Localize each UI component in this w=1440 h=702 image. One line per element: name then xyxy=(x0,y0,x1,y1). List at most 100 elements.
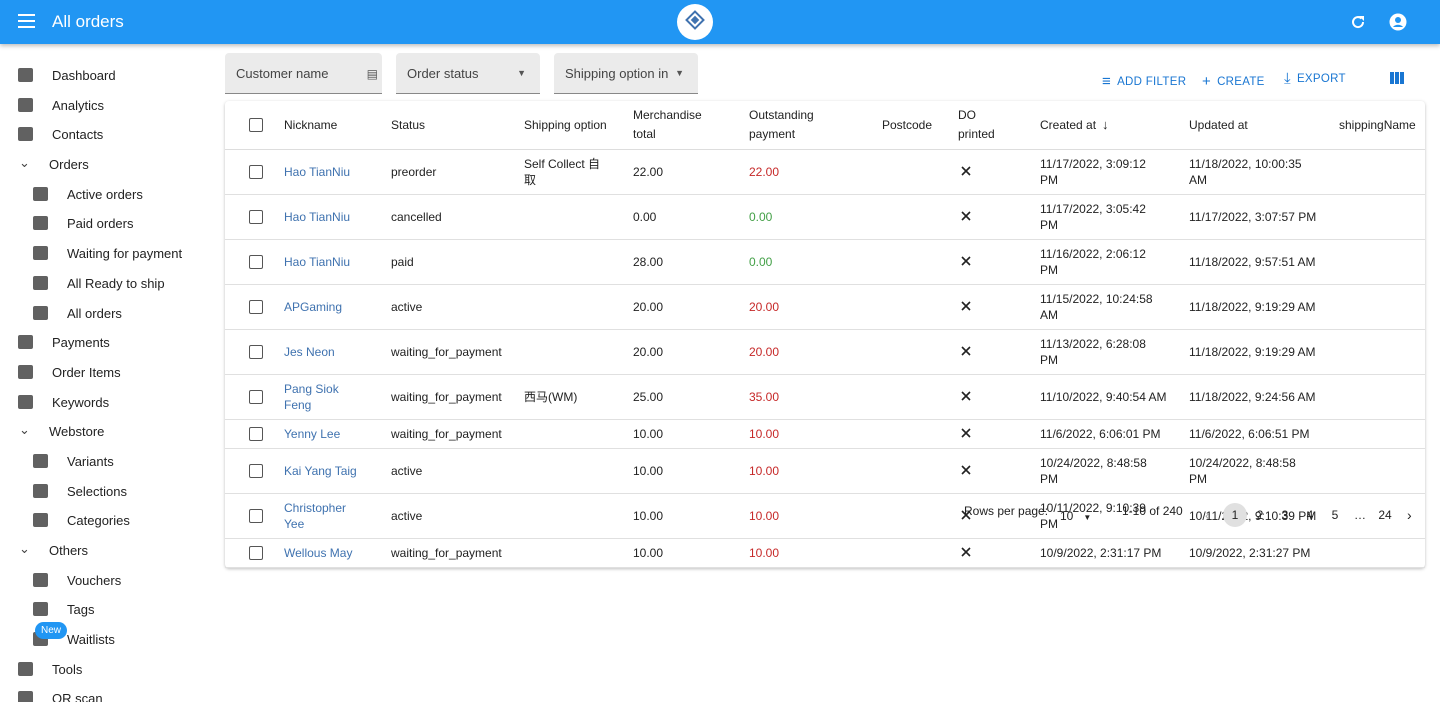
action-button[interactable]: + CREATE xyxy=(1202,73,1265,90)
cell: 11/18/2022, 9:57:51 AM xyxy=(1179,239,1329,285)
filter-input[interactable]: Customer name ▤ xyxy=(225,53,382,94)
nav-item[interactable]: Contacts xyxy=(0,119,215,149)
column-header[interactable]: Outstanding payment xyxy=(739,101,872,150)
rows-per-page-select[interactable]: 10 ▼ xyxy=(1060,509,1091,523)
columns-button[interactable] xyxy=(1390,72,1404,84)
filter-input[interactable]: Order status ▼ xyxy=(396,53,540,94)
updated-text: 10/24/2022, 8:48:58 PM xyxy=(1189,456,1296,486)
page-button[interactable]: 24 xyxy=(1378,508,1392,522)
table-row[interactable]: Kai Yang Taig active 10.00 10.00 10/24/2022,… xyxy=(225,448,1425,494)
new-badge: New xyxy=(35,622,68,639)
page-button[interactable]: 5 xyxy=(1331,508,1339,522)
nav-item[interactable]: QR scan xyxy=(0,683,215,702)
cell: 10/9/2022, 2:31:17 PM xyxy=(1030,538,1179,568)
nav-item[interactable]: Dashboard xyxy=(0,60,215,90)
created-text: 11/15/2022, 10:24:58 AM xyxy=(1040,292,1153,322)
nickname-text[interactable]: Yenny Lee xyxy=(284,427,341,441)
nav-item[interactable]: Vouchers xyxy=(0,565,215,595)
checkbox[interactable] xyxy=(249,427,263,441)
page-button[interactable]: 2 xyxy=(1256,508,1264,522)
column-header[interactable]: Updated at xyxy=(1179,101,1329,150)
refresh-button[interactable] xyxy=(1350,14,1366,30)
nickname-text[interactable]: Hao TianNiu xyxy=(284,165,351,179)
checkbox[interactable] xyxy=(249,165,263,179)
column-header[interactable]: Nickname xyxy=(274,101,381,150)
nav-item[interactable]: Waiting for payment xyxy=(0,238,215,268)
nav-label: All Ready to ship xyxy=(67,275,165,291)
nav-item[interactable]: ⌄ Webstore xyxy=(0,416,215,446)
nickname-text[interactable]: Hao TianNiu xyxy=(284,210,351,224)
checkbox[interactable] xyxy=(249,390,263,404)
nav-item[interactable]: Variants xyxy=(0,446,215,476)
checkbox[interactable] xyxy=(249,210,263,224)
nav-item[interactable]: Payments xyxy=(0,327,215,357)
cell xyxy=(872,448,948,494)
checkbox[interactable] xyxy=(249,546,263,560)
table-row[interactable]: APGaming active 20.00 20.00 11/15/2022, 10:2… xyxy=(225,284,1425,330)
nav-item[interactable]: Tags xyxy=(0,594,215,624)
filter-input[interactable]: Shipping option in ▼ xyxy=(554,53,698,94)
table-row[interactable]: Yenny Lee waiting_for_payment 10.00 10.00 11… xyxy=(225,419,1425,449)
checkbox[interactable] xyxy=(249,300,263,314)
checkbox[interactable] xyxy=(249,345,263,359)
checkbox[interactable] xyxy=(249,509,263,523)
page-button[interactable]: 4 xyxy=(1306,508,1314,522)
nickname-text[interactable]: Hao TianNiu xyxy=(284,255,351,269)
nav-item[interactable]: All orders xyxy=(0,298,215,328)
checkbox[interactable] xyxy=(249,255,263,269)
nickname-text[interactable]: APGaming xyxy=(284,300,343,314)
nickname-text[interactable]: Kai Yang Taig xyxy=(284,464,357,478)
nav-item[interactable]: Categories xyxy=(0,505,215,535)
merchandise-text: 20.00 xyxy=(633,300,664,314)
cell: Wellous May xyxy=(274,538,381,568)
column-header[interactable]: Postcode xyxy=(872,101,948,150)
column-header[interactable]: Created at ↓ xyxy=(1030,101,1179,150)
column-header[interactable]: Status xyxy=(381,101,514,150)
nickname-text[interactable]: Pang Siok Feng xyxy=(284,382,339,412)
cell: waiting_for_payment xyxy=(381,374,514,420)
nav-item[interactable]: ⌄ Orders xyxy=(0,149,215,179)
updated-text: 11/6/2022, 6:06:51 PM xyxy=(1189,427,1310,441)
next-page[interactable]: › xyxy=(1407,507,1412,523)
page-button[interactable]: … xyxy=(1354,508,1366,522)
nickname-text[interactable]: Wellous May xyxy=(284,546,353,560)
dropdown-arrow: ▼ xyxy=(517,68,526,78)
cell: cancelled xyxy=(381,194,514,240)
action-button[interactable]: ≡ ADD FILTER xyxy=(1102,73,1186,90)
table-row[interactable]: Hao TianNiu cancelled 0.00 0.00 11/17/2022, … xyxy=(225,194,1425,240)
prev-page[interactable]: ‹ xyxy=(1205,507,1210,523)
action-button[interactable]: ⤓ EXPORT xyxy=(1284,70,1346,87)
updated-text: 11/18/2022, 9:19:29 AM xyxy=(1189,300,1316,314)
nav-item[interactable]: ⌄ Others xyxy=(0,535,215,565)
nav-label: Selections xyxy=(67,483,127,499)
nav-item[interactable]: Active orders xyxy=(0,179,215,209)
nav-item[interactable]: Waitlists xyxy=(0,624,215,654)
column-header[interactable]: Merchandise total xyxy=(623,101,739,150)
page-button[interactable]: 1 xyxy=(1223,503,1247,527)
table-row[interactable]: Wellous May waiting_for_payment 10.00 10.00… xyxy=(225,538,1425,568)
checkbox[interactable] xyxy=(249,118,263,132)
table-row[interactable]: Christopher Yee active 10.00 10.00 10/11/202… xyxy=(225,493,1425,539)
nav-item[interactable]: Order Items xyxy=(0,357,215,387)
nickname-text[interactable]: Jes Neon xyxy=(284,345,335,359)
table-row[interactable]: Hao TianNiu preorder Self Collect 自取 22.00 2… xyxy=(225,149,1425,195)
table-row[interactable]: Pang Siok Feng waiting_for_payment 西马(WM) 2… xyxy=(225,374,1425,420)
nav-item[interactable]: Analytics xyxy=(0,90,215,120)
account-button[interactable] xyxy=(1389,13,1407,31)
nav-item[interactable]: Paid orders xyxy=(0,208,215,238)
nav-item[interactable]: Tools xyxy=(0,654,215,684)
table-row[interactable]: Jes Neon waiting_for_payment 20.00 20.00 11/… xyxy=(225,329,1425,375)
page-button[interactable]: 3 xyxy=(1281,508,1289,522)
action-label: CREATE xyxy=(1217,76,1265,88)
column-header[interactable]: Shipping option xyxy=(514,101,623,150)
cell xyxy=(1329,149,1425,195)
nav-item[interactable]: All Ready to ship xyxy=(0,268,215,298)
menu-button[interactable] xyxy=(18,14,35,28)
column-header[interactable]: DO printed xyxy=(948,101,1030,150)
column-header[interactable]: shippingName xyxy=(1329,101,1425,150)
nickname-text[interactable]: Christopher Yee xyxy=(284,501,347,531)
table-row[interactable]: Hao TianNiu paid 28.00 0.00 11/16/2022, 2:06… xyxy=(225,239,1425,285)
checkbox[interactable] xyxy=(249,464,263,478)
nav-item[interactable]: Selections xyxy=(0,476,215,506)
nav-item[interactable]: Keywords xyxy=(0,387,215,417)
